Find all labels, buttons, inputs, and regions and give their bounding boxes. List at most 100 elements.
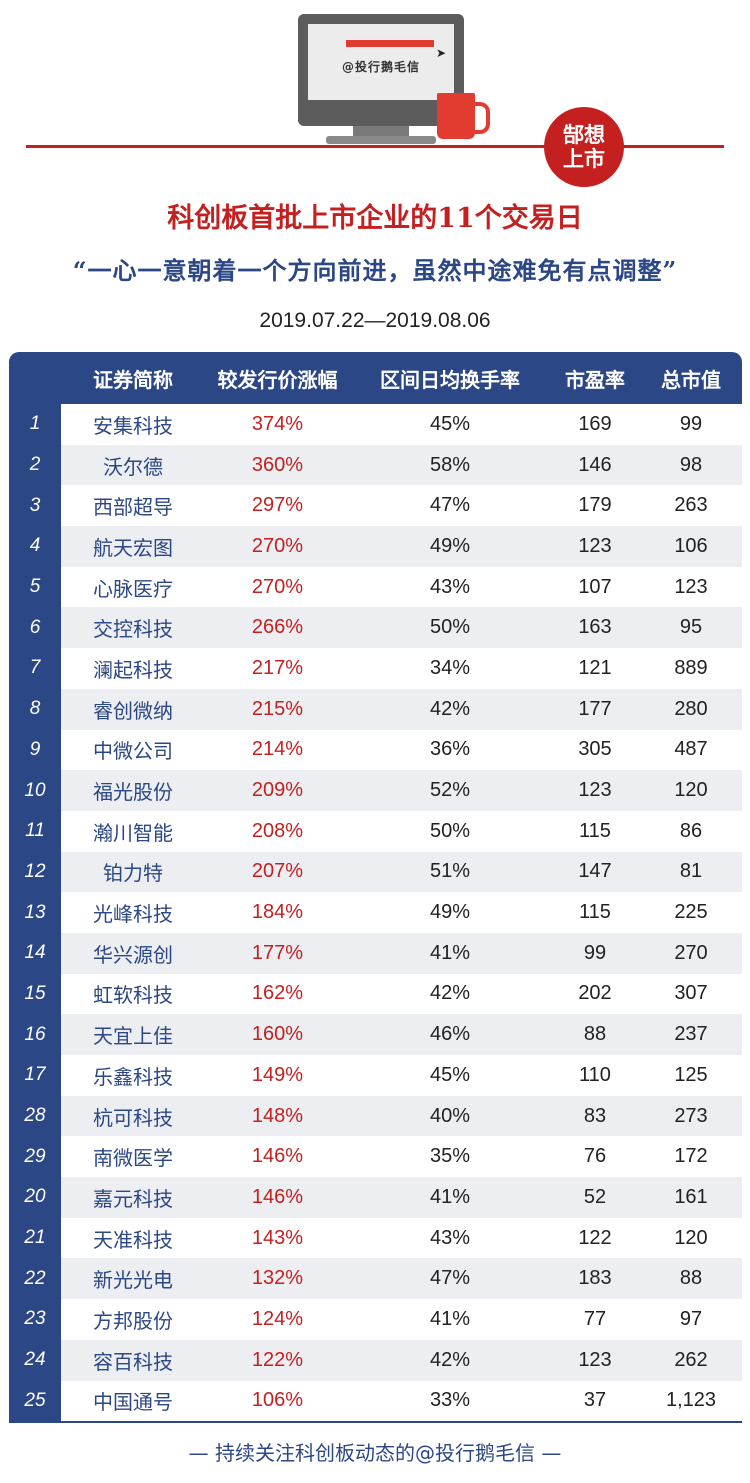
cell-market-cap: 97	[679, 1307, 703, 1330]
header-turnover: 区间日均换手率	[380, 367, 520, 392]
table-row: 22 新光光电 132% 47% 183 88	[9, 1258, 742, 1300]
cell-turnover: 50%	[429, 819, 471, 842]
cell-turnover: 49%	[429, 534, 471, 557]
table-row: 17 乐鑫科技 149% 45% 110 125	[9, 1055, 742, 1096]
table-row: 28 杭可科技 148% 40% 83 273	[9, 1095, 742, 1137]
row-index: 9	[29, 738, 41, 760]
cell-stock-name: 方邦股份	[93, 1308, 173, 1333]
cell-market-cap: 81	[679, 860, 703, 883]
row-cells: 澜起科技 217% 34% 121 889	[61, 648, 742, 689]
row-index: 22	[24, 1267, 46, 1289]
cell-turnover: 34%	[429, 656, 471, 679]
row-cells: 安集科技 374% 45% 169 99	[61, 404, 742, 445]
cell-gain: 217%	[251, 656, 304, 679]
cell-stock-name: 新光光电	[93, 1268, 173, 1293]
cell-gain: 148%	[251, 1104, 304, 1127]
row-index: 13	[24, 901, 46, 923]
cell-gain: 360%	[251, 453, 304, 476]
cell-gain: 106%	[251, 1389, 304, 1412]
row-index: 23	[24, 1308, 46, 1330]
row-cells: 交控科技 266% 50% 163 95	[61, 607, 742, 649]
table-row: 4 航天宏图 270% 49% 123 106	[9, 526, 742, 567]
cell-stock-name: 航天宏图	[93, 535, 173, 560]
cell-stock-name: 安集科技	[93, 413, 173, 438]
cell-turnover: 42%	[429, 982, 471, 1005]
cell-pe: 123	[578, 534, 612, 557]
cell-stock-name: 杭可科技	[93, 1105, 173, 1130]
cell-turnover: 51%	[429, 860, 471, 883]
monitor-base	[326, 136, 436, 144]
cell-turnover: 41%	[429, 1307, 471, 1330]
cell-turnover: 47%	[429, 494, 471, 517]
cell-gain: 146%	[251, 1145, 304, 1168]
cell-turnover: 33%	[429, 1389, 471, 1412]
cell-market-cap: 1,123	[665, 1389, 717, 1412]
row-cells: 沃尔德 360% 58% 146 98	[61, 444, 742, 486]
cell-market-cap: 487	[674, 738, 708, 761]
row-cells: 铂力特 207% 51% 147 81	[61, 851, 742, 893]
cell-turnover: 41%	[429, 1185, 471, 1208]
cell-gain: 214%	[251, 738, 304, 761]
cell-market-cap: 98	[679, 453, 703, 476]
row-index: 11	[25, 820, 45, 842]
cell-turnover: 43%	[429, 1226, 471, 1249]
date-range: 2019.07.22—2019.08.06	[259, 309, 491, 332]
cell-pe: 76	[583, 1145, 607, 1168]
cell-gain: 177%	[251, 941, 304, 964]
table-row: 8 睿创微纳 215% 42% 177 280	[9, 688, 742, 730]
cell-pe: 146	[578, 453, 612, 476]
table-row: 7 澜起科技 217% 34% 121 889	[9, 648, 742, 689]
cell-turnover: 42%	[429, 697, 471, 720]
cell-stock-name: 光峰科技	[93, 902, 173, 927]
cell-stock-name: 嘉元科技	[93, 1186, 173, 1211]
cell-market-cap: 106	[674, 534, 708, 557]
cursor-icon: ➤	[435, 46, 446, 60]
row-cells: 乐鑫科技 149% 45% 110 125	[61, 1055, 742, 1096]
cell-market-cap: 307	[674, 982, 708, 1005]
table-body: 1 安集科技 374% 45% 169 99 2 沃尔德 360% 58% 146 98 3 西部超导 29…	[9, 404, 742, 1422]
badge-line-1: 郜想	[563, 123, 605, 147]
stock-table: 证券简称 较发行价涨幅 区间日均换手率 市盈率 总市值 1 安集科技 374% 45%…	[9, 352, 742, 1423]
row-cells: 方邦股份 124% 41% 77 97	[61, 1299, 742, 1340]
page-subtitle: “一心一意朝着一个方向前进，虽然中途难免有点调整”	[72, 256, 678, 285]
row-cells: 容百科技 122% 42% 123 262	[61, 1339, 742, 1381]
cell-pe: 110	[579, 1063, 611, 1086]
cell-stock-name: 中国通号	[93, 1390, 173, 1415]
row-cells: 虹软科技 162% 42% 202 307	[61, 973, 742, 1015]
row-index: 20	[24, 1186, 46, 1208]
table-row: 14 华兴源创 177% 41% 99 270	[9, 932, 742, 974]
row-cells: 光峰科技 184% 49% 115 225	[61, 892, 742, 933]
cell-market-cap: 280	[674, 697, 708, 720]
cell-gain: 132%	[251, 1267, 304, 1290]
row-index: 10	[24, 779, 46, 801]
monitor-stand	[353, 126, 409, 138]
cell-turnover: 36%	[429, 738, 471, 761]
table-row: 25 中国通号 106% 33% 37 1,123	[9, 1380, 742, 1422]
row-cells: 航天宏图 270% 49% 123 106	[61, 526, 742, 567]
header-divider	[26, 145, 724, 148]
row-index: 5	[29, 576, 41, 598]
row-index: 7	[29, 657, 41, 679]
cell-market-cap: 95	[679, 616, 703, 639]
cell-stock-name: 福光股份	[93, 780, 173, 805]
cell-pe: 202	[578, 982, 612, 1005]
row-cells: 西部超导 297% 47% 179 263	[61, 485, 742, 527]
header-pe: 市盈率	[565, 367, 625, 392]
table-row: 5 心脉医疗 270% 43% 107 123	[9, 566, 742, 608]
cell-pe: 183	[578, 1267, 612, 1290]
cell-turnover: 58%	[429, 453, 471, 476]
cell-turnover: 42%	[429, 1348, 471, 1371]
cell-gain: 160%	[251, 1023, 304, 1046]
cell-stock-name: 瀚川智能	[93, 820, 173, 845]
row-cells: 瀚川智能 208% 50% 115 86	[61, 810, 742, 852]
cell-stock-name: 天准科技	[93, 1227, 173, 1252]
cell-pe: 107	[578, 575, 612, 598]
cell-gain: 146%	[251, 1185, 304, 1208]
monitor-screen: @投行鹅毛信 ➤	[308, 24, 454, 100]
cell-gain: 184%	[251, 901, 304, 924]
cell-market-cap: 225	[674, 901, 708, 924]
row-index: 1	[29, 413, 41, 435]
cell-market-cap: 123	[674, 575, 708, 598]
logo-badge: 郜想 上市	[544, 107, 624, 187]
cell-gain: 162%	[251, 982, 304, 1005]
